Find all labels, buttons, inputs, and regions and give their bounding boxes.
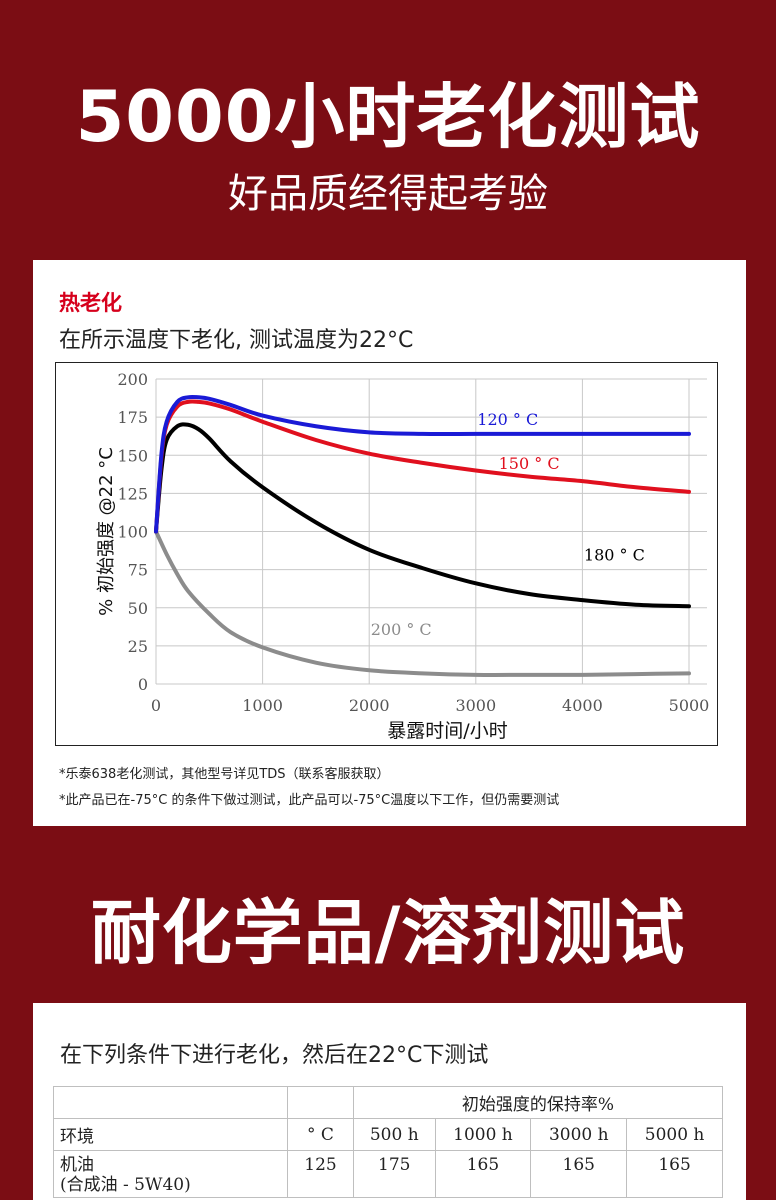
y-tick-label: 100 (117, 523, 148, 542)
retention-table: 初始强度的保持率% 环境 ° C 500 h 1000 h 3000 h 500… (53, 1086, 723, 1198)
chemical-test-card: 在下列条件下进行老化，然后在22°C下测试 初始强度的保持率% 环境 ° C 5… (33, 1003, 746, 1200)
y-tick-label: 25 (128, 637, 148, 656)
env-name: 机油 (60, 1155, 94, 1175)
table-cell (53, 1086, 288, 1119)
y-tick-label: 150 (117, 446, 148, 465)
x-tick-label: 2000 (349, 696, 390, 715)
x-axis-label: 暴露时间/小时 (387, 720, 507, 742)
series-label: 150 ° C (499, 454, 560, 473)
footnote: *乐泰638老化测试，其他型号详见TDS（联系客服获取） (59, 767, 390, 782)
series-line-2 (154, 422, 691, 609)
column-header: 环境 (53, 1118, 288, 1151)
column-header: 5000 h (626, 1118, 723, 1151)
y-tick-label: 200 (117, 370, 148, 389)
table-cell (287, 1086, 354, 1119)
section-description: 在所示温度下老化, 测试温度为22°C (59, 328, 414, 353)
table-cell: 165 (626, 1150, 723, 1198)
y-tick-label: 175 (117, 408, 148, 427)
series-label: 180 ° C (584, 545, 645, 564)
series-label: 200 ° C (371, 620, 432, 639)
table-row: 机油 (合成油 - 5W40) 125 175 165 165 165 (53, 1150, 723, 1198)
table-cell: 机油 (合成油 - 5W40) (53, 1150, 288, 1198)
series-label: 120 ° C (477, 410, 538, 429)
footnote: *此产品已在-75°C 的条件下做过测试，此产品可以-75°C温度以下工作，但仍… (59, 793, 560, 808)
table-cell: 165 (530, 1150, 628, 1198)
series-line-3 (154, 529, 691, 677)
section-label: 热老化 (59, 291, 122, 315)
x-tick-label: 0 (151, 696, 161, 715)
column-header: 1000 h (434, 1118, 532, 1151)
table-row: 初始强度的保持率% (53, 1086, 723, 1119)
group-header: 初始强度的保持率% (353, 1086, 723, 1119)
table-cell: 125 (287, 1150, 354, 1198)
table-row: 环境 ° C 500 h 1000 h 3000 h 5000 h (53, 1118, 723, 1151)
y-tick-label: 125 (117, 484, 148, 503)
x-tick-label: 5000 (669, 696, 710, 715)
table-cell: 165 (434, 1150, 532, 1198)
y-axis-label: % 初始强度 @22 °C (96, 447, 117, 616)
page-title: 5000小时老化测试 (75, 76, 701, 158)
x-tick-label: 4000 (562, 696, 603, 715)
section-description: 在下列条件下进行老化，然后在22°C下测试 (60, 1043, 489, 1068)
heat-aging-card: 热老化 在所示温度下老化, 测试温度为22°C 0 1000 2000 3000 400… (33, 260, 746, 826)
page-subtitle: 好品质经得起考验 (228, 171, 548, 217)
y-tick-label: 75 (128, 561, 148, 580)
section-title: 耐化学品/溶剂测试 (90, 892, 686, 974)
aging-line-chart: 0 1000 2000 3000 4000 5000 0 25 50 75 100 125 150 175… (96, 370, 710, 742)
column-header: 3000 h (530, 1118, 628, 1151)
x-tick-label: 3000 (455, 696, 496, 715)
x-tick-label: 1000 (242, 696, 283, 715)
y-tick-label: 0 (138, 675, 148, 694)
env-detail: (合成油 - 5W40) (60, 1175, 191, 1195)
series-line-0 (154, 394, 691, 534)
series-line-1 (154, 399, 691, 534)
chart-frame: 0 1000 2000 3000 4000 5000 0 25 50 75 100 125 150 175… (55, 362, 718, 746)
table-cell: 175 (353, 1150, 436, 1198)
column-header: 500 h (353, 1118, 436, 1151)
y-tick-label: 50 (128, 599, 148, 618)
column-header: ° C (287, 1118, 354, 1151)
